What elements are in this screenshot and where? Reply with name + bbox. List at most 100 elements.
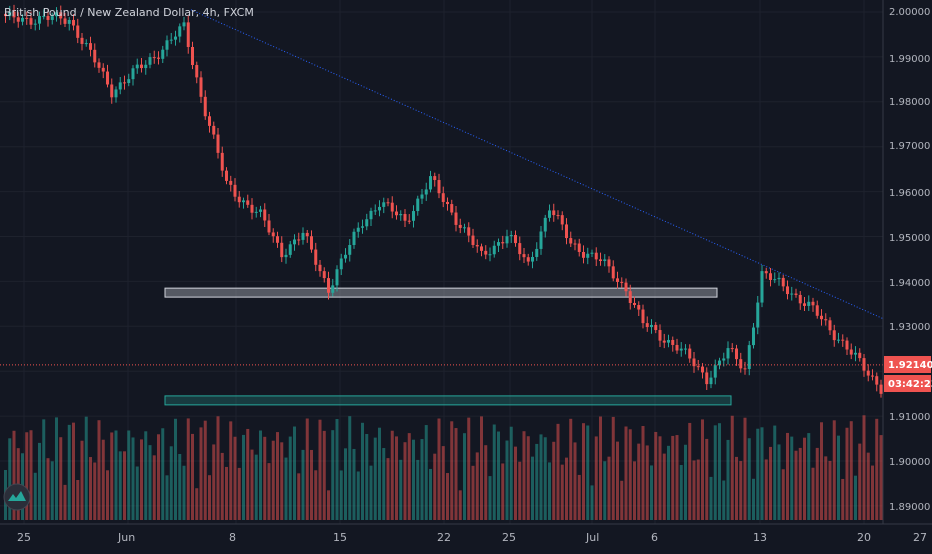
candle-body bbox=[548, 210, 551, 217]
volume-bar bbox=[217, 416, 220, 520]
volume-bar bbox=[467, 418, 470, 520]
candle-body bbox=[527, 257, 530, 261]
volume-bar bbox=[455, 428, 458, 520]
volume-bar bbox=[531, 457, 534, 520]
candle-body bbox=[174, 37, 177, 40]
candle-body bbox=[497, 242, 500, 246]
support-zone bbox=[165, 396, 731, 405]
volume-bar bbox=[331, 430, 334, 520]
volume-bar bbox=[251, 450, 254, 520]
candle-body bbox=[191, 47, 194, 65]
volume-bar bbox=[484, 445, 487, 520]
candle-body bbox=[166, 40, 169, 49]
volume-bar bbox=[110, 432, 113, 520]
candle-body bbox=[671, 340, 674, 345]
volume-bar bbox=[693, 460, 696, 520]
time-tick-label: 25 bbox=[502, 531, 516, 544]
volume-bar bbox=[714, 425, 717, 520]
candle-body bbox=[259, 209, 262, 211]
candle-body bbox=[195, 65, 198, 77]
candle-body bbox=[421, 195, 424, 199]
candle-body bbox=[93, 50, 96, 63]
volume-bar bbox=[123, 451, 126, 520]
candle-body bbox=[565, 224, 568, 238]
candle-body bbox=[297, 239, 300, 240]
candle-body bbox=[110, 84, 113, 97]
candle-body bbox=[880, 385, 883, 394]
candle-body bbox=[336, 269, 339, 285]
volume-bar bbox=[633, 461, 636, 520]
time-tick-label: 22 bbox=[437, 531, 451, 544]
volume-bar bbox=[472, 466, 475, 520]
candle-body bbox=[234, 185, 237, 197]
candle-body bbox=[854, 353, 857, 355]
candle-body bbox=[302, 233, 305, 240]
volume-bar bbox=[433, 454, 436, 520]
volume-bar bbox=[106, 470, 109, 520]
candle-body bbox=[149, 57, 152, 65]
volume-bar bbox=[684, 445, 687, 520]
volume-bar bbox=[608, 457, 611, 520]
candle-body bbox=[136, 65, 139, 69]
time-tick-label: Jul bbox=[585, 531, 599, 544]
candle-body bbox=[251, 205, 254, 213]
volume-bar bbox=[574, 442, 577, 520]
candle-body bbox=[115, 89, 118, 97]
volume-bar bbox=[446, 473, 449, 520]
candle-body bbox=[123, 82, 126, 83]
tradingview-logo-icon[interactable] bbox=[4, 484, 30, 510]
volume-bar bbox=[697, 460, 700, 520]
candle-body bbox=[633, 303, 636, 305]
candle-body bbox=[229, 181, 232, 185]
candle-body bbox=[374, 210, 377, 211]
candle-body bbox=[769, 273, 772, 280]
candle-body bbox=[327, 278, 330, 293]
candle-body bbox=[425, 189, 428, 194]
candle-body bbox=[178, 26, 181, 36]
candle-body bbox=[119, 82, 122, 89]
volume-bar bbox=[569, 419, 572, 520]
candle-body bbox=[200, 77, 203, 96]
volume-bar bbox=[739, 461, 742, 520]
candle-body bbox=[608, 259, 611, 266]
volume-bar bbox=[591, 485, 594, 520]
candle-body bbox=[102, 68, 105, 72]
candle-body bbox=[361, 226, 364, 227]
candle-body bbox=[523, 254, 526, 257]
volume-bar bbox=[688, 423, 691, 520]
volume-bar bbox=[64, 485, 67, 520]
volume-bar bbox=[353, 449, 356, 520]
volume-bar bbox=[680, 465, 683, 520]
candle-body bbox=[778, 278, 781, 279]
candle-body bbox=[412, 211, 415, 221]
volume-bar bbox=[187, 418, 190, 520]
candle-body bbox=[89, 43, 92, 50]
volume-bar bbox=[174, 419, 177, 520]
price-tick-label: 1.99000 bbox=[889, 54, 930, 65]
candle-body bbox=[476, 245, 479, 246]
volume-bar bbox=[98, 420, 101, 520]
candle-body bbox=[654, 325, 657, 330]
price-tick-label: 1.98000 bbox=[889, 97, 930, 108]
candle-body bbox=[506, 236, 509, 243]
volume-bar bbox=[365, 434, 368, 520]
candle-body bbox=[629, 291, 632, 303]
price-tick-label: 1.94000 bbox=[889, 278, 930, 289]
volume-bar bbox=[68, 425, 71, 520]
volume-bar bbox=[259, 430, 262, 520]
volume-bar bbox=[89, 457, 92, 520]
volume-bar bbox=[302, 450, 305, 520]
candle-body bbox=[863, 358, 866, 371]
candle-body bbox=[106, 72, 109, 85]
candle-body bbox=[323, 271, 326, 278]
volume-bar bbox=[616, 442, 619, 520]
volume-bar bbox=[72, 423, 75, 520]
time-tick-label: 20 bbox=[857, 531, 871, 544]
volume-bar bbox=[871, 466, 874, 520]
candle-body bbox=[841, 340, 844, 341]
volume-bar bbox=[612, 417, 615, 520]
volume-bar bbox=[276, 432, 279, 520]
volume-bar bbox=[42, 419, 45, 520]
